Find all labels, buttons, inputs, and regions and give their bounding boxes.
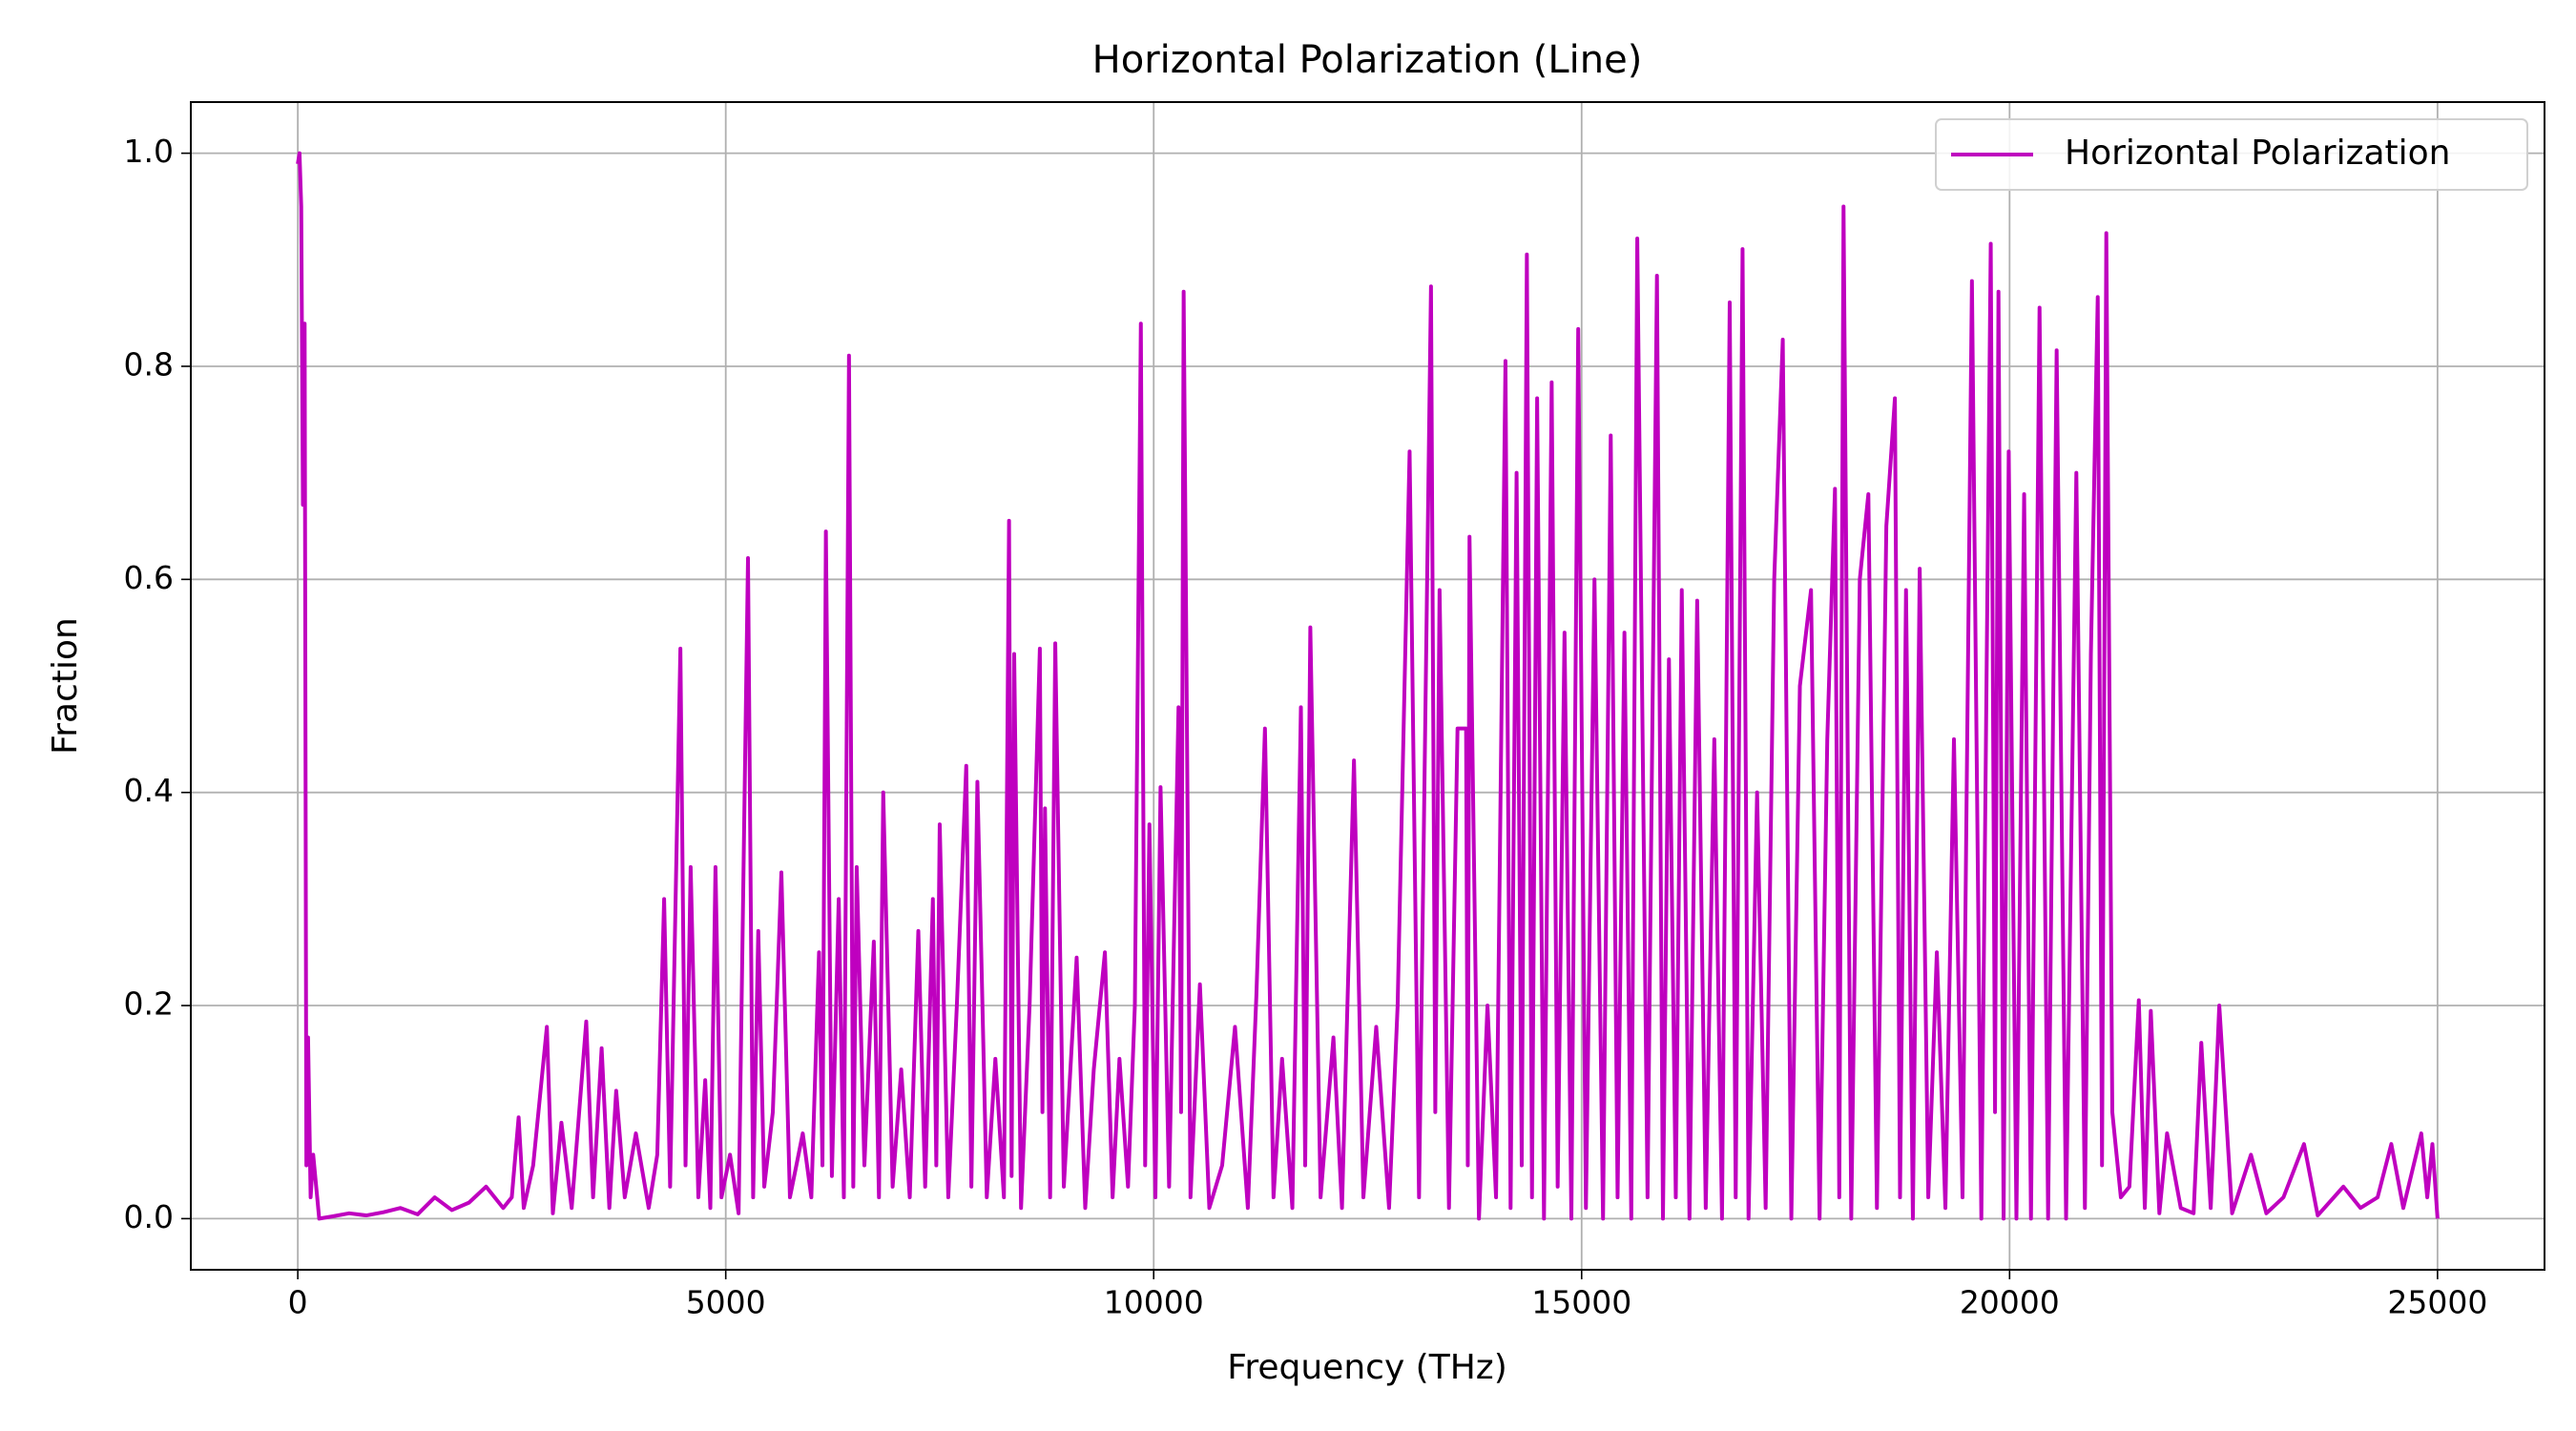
x-tick-label: 20000 bbox=[1960, 1284, 2060, 1321]
data-line bbox=[296, 151, 2440, 1221]
legend-box bbox=[1935, 118, 2528, 191]
y-tick-label: 0.8 bbox=[124, 345, 174, 383]
y-tick-label: 1.0 bbox=[124, 133, 174, 170]
y-tick-label: 0.4 bbox=[124, 772, 174, 809]
axes-frame bbox=[190, 101, 2545, 1271]
y-tick-label: 0.0 bbox=[124, 1198, 174, 1235]
legend: Horizontal Polarization bbox=[1935, 118, 2528, 191]
x-tick-label: 10000 bbox=[1104, 1284, 1204, 1321]
y-axis-label: Fraction bbox=[46, 617, 85, 755]
x-tick-label: 5000 bbox=[686, 1284, 766, 1321]
x-axis-label: Frequency (THz) bbox=[1227, 1348, 1506, 1387]
chart-title: Horizontal Polarization (Line) bbox=[1092, 38, 1643, 82]
y-tick-label: 0.6 bbox=[124, 559, 174, 596]
x-tick-label: 15000 bbox=[1531, 1284, 1631, 1321]
x-tick-label: 25000 bbox=[2387, 1284, 2487, 1321]
x-tick-label: 0 bbox=[288, 1284, 308, 1321]
y-tick-label: 0.2 bbox=[124, 985, 174, 1023]
axes: 0 5000 10000 15000 20000 25000 0.0 0.2 0.4 0.6 0.8… bbox=[124, 101, 2545, 1321]
legend-label: Horizontal Polarization bbox=[2065, 134, 2451, 173]
plot-area bbox=[296, 151, 2440, 1221]
